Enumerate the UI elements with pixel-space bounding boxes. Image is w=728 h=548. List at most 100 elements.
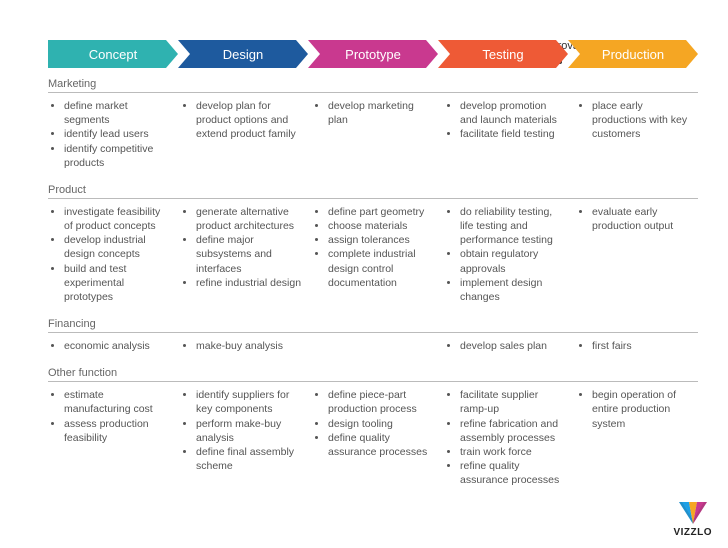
phase-chevron: Design bbox=[178, 40, 308, 68]
section-cell: do reliability testing, life testing and… bbox=[444, 201, 566, 310]
section-cell: develop plan for product options and ext… bbox=[180, 95, 302, 176]
list-item: begin operation of entire production sys… bbox=[592, 388, 698, 431]
list-item: define market segments bbox=[64, 99, 170, 127]
list-item: generate alternative product architectur… bbox=[196, 205, 302, 233]
list-item: develop marketing plan bbox=[328, 99, 434, 127]
section-label: Other function bbox=[48, 367, 698, 382]
list-item: perform make-buy analysis bbox=[196, 417, 302, 445]
list-item: obtain regulatory approvals bbox=[460, 247, 566, 275]
section-cell: facilitate supplier ramp-uprefine fabric… bbox=[444, 384, 566, 493]
section-cell: identify suppliers for key componentsper… bbox=[180, 384, 302, 493]
section-cell: begin operation of entire production sys… bbox=[576, 384, 698, 493]
list-item: train work force bbox=[460, 445, 566, 459]
list-item: build and test experimental prototypes bbox=[64, 262, 170, 305]
list-item: economic analysis bbox=[64, 339, 170, 353]
section-label: Marketing bbox=[48, 78, 698, 93]
section-row: define market segmentsidentify lead user… bbox=[48, 95, 698, 176]
item-list: develop promotion and launch materialsfa… bbox=[444, 99, 566, 142]
phase-chevron: Testing bbox=[438, 40, 568, 68]
list-item: develop plan for product options and ext… bbox=[196, 99, 302, 142]
item-list: first fairs bbox=[576, 339, 698, 353]
item-list: begin operation of entire production sys… bbox=[576, 388, 698, 431]
list-item: evaluate early production output bbox=[592, 205, 698, 233]
item-list: develop sales plan bbox=[444, 339, 566, 353]
list-item: identify suppliers for key components bbox=[196, 388, 302, 416]
list-item: complete industrial design control docum… bbox=[328, 247, 434, 290]
list-item: define part geometry bbox=[328, 205, 434, 219]
section-cell: first fairs bbox=[576, 335, 698, 359]
list-item: refine industrial design bbox=[196, 276, 302, 290]
phase-label: Prototype bbox=[345, 47, 401, 62]
list-item: identify lead users bbox=[64, 127, 170, 141]
section-row: estimate manufacturing costassess produc… bbox=[48, 384, 698, 493]
list-item: define piece-part production process bbox=[328, 388, 434, 416]
list-item: develop industrial design concepts bbox=[64, 233, 170, 261]
chart-container: ConceptDesignPrototypeTestingProduction … bbox=[0, 0, 728, 513]
phase-chevron: Prototype bbox=[308, 40, 438, 68]
list-item: implement design changes bbox=[460, 276, 566, 304]
phase-chevron: Production bbox=[568, 40, 698, 68]
phase-chevrons: Concept Design Prototype Testing Production bbox=[48, 40, 698, 68]
list-item: develop sales plan bbox=[460, 339, 566, 353]
item-list: develop plan for product options and ext… bbox=[180, 99, 302, 142]
list-item: do reliability testing, life testing and… bbox=[460, 205, 566, 248]
section-cell: define part geometrychoose materialsassi… bbox=[312, 201, 434, 310]
section-label: Product bbox=[48, 184, 698, 199]
item-list: define part geometrychoose materialsassi… bbox=[312, 205, 434, 290]
section-cell: generate alternative product architectur… bbox=[180, 201, 302, 310]
item-list: economic analysis bbox=[48, 339, 170, 353]
section-cell: develop sales plan bbox=[444, 335, 566, 359]
sections: Marketingdefine market segmentsidentify … bbox=[48, 78, 698, 493]
section-cell: develop promotion and launch materialsfa… bbox=[444, 95, 566, 176]
list-item: choose materials bbox=[328, 219, 434, 233]
list-item: make-buy analysis bbox=[196, 339, 302, 353]
section-cell: make-buy analysis bbox=[180, 335, 302, 359]
item-list: define piece-part production processdesi… bbox=[312, 388, 434, 459]
list-item: define final assembly scheme bbox=[196, 445, 302, 473]
list-item: estimate manufacturing cost bbox=[64, 388, 170, 416]
phase-label: Production bbox=[602, 47, 664, 62]
list-item: identify competitive products bbox=[64, 142, 170, 170]
list-item: define major subsystems and interfaces bbox=[196, 233, 302, 276]
section-cell: develop marketing plan bbox=[312, 95, 434, 176]
phase-label: Concept bbox=[89, 47, 137, 62]
item-list: generate alternative product architectur… bbox=[180, 205, 302, 290]
item-list: investigate feasibility of product conce… bbox=[48, 205, 170, 304]
item-list: identify suppliers for key componentsper… bbox=[180, 388, 302, 473]
item-list: estimate manufacturing costassess produc… bbox=[48, 388, 170, 445]
section-cell bbox=[312, 335, 434, 359]
item-list: develop marketing plan bbox=[312, 99, 434, 127]
item-list: place early productions with key custome… bbox=[576, 99, 698, 142]
section-cell: define piece-part production processdesi… bbox=[312, 384, 434, 493]
phase-chevron: Concept bbox=[48, 40, 178, 68]
list-item: define quality assurance processes bbox=[328, 431, 434, 459]
section-cell: evaluate early production output bbox=[576, 201, 698, 310]
vizzlo-logo: VIZZLO bbox=[673, 500, 712, 538]
vizzlo-logo-icon bbox=[677, 500, 709, 526]
section-cell: define market segmentsidentify lead user… bbox=[48, 95, 170, 176]
list-item: facilitate field testing bbox=[460, 127, 566, 141]
vizzlo-logo-text: VIZZLO bbox=[673, 527, 712, 538]
list-item: assess production feasibility bbox=[64, 417, 170, 445]
list-item: place early productions with key custome… bbox=[592, 99, 698, 142]
section-cell: economic analysis bbox=[48, 335, 170, 359]
phase-label: Design bbox=[223, 47, 263, 62]
section-label: Financing bbox=[48, 318, 698, 333]
phase-label: Testing bbox=[482, 47, 523, 62]
section-row: investigate feasibility of product conce… bbox=[48, 201, 698, 310]
list-item: facilitate supplier ramp-up bbox=[460, 388, 566, 416]
list-item: refine quality assurance processes bbox=[460, 459, 566, 487]
item-list: make-buy analysis bbox=[180, 339, 302, 353]
list-item: refine fabrication and assembly processe… bbox=[460, 417, 566, 445]
section-cell: investigate feasibility of product conce… bbox=[48, 201, 170, 310]
section-cell: estimate manufacturing costassess produc… bbox=[48, 384, 170, 493]
item-list: do reliability testing, life testing and… bbox=[444, 205, 566, 304]
list-item: assign tolerances bbox=[328, 233, 434, 247]
item-list: define market segmentsidentify lead user… bbox=[48, 99, 170, 170]
list-item: design tooling bbox=[328, 417, 434, 431]
item-list: facilitate supplier ramp-uprefine fabric… bbox=[444, 388, 566, 487]
list-item: investigate feasibility of product conce… bbox=[64, 205, 170, 233]
list-item: develop promotion and launch materials bbox=[460, 99, 566, 127]
section-row: economic analysis make-buy analysis develo… bbox=[48, 335, 698, 359]
list-item: first fairs bbox=[592, 339, 698, 353]
